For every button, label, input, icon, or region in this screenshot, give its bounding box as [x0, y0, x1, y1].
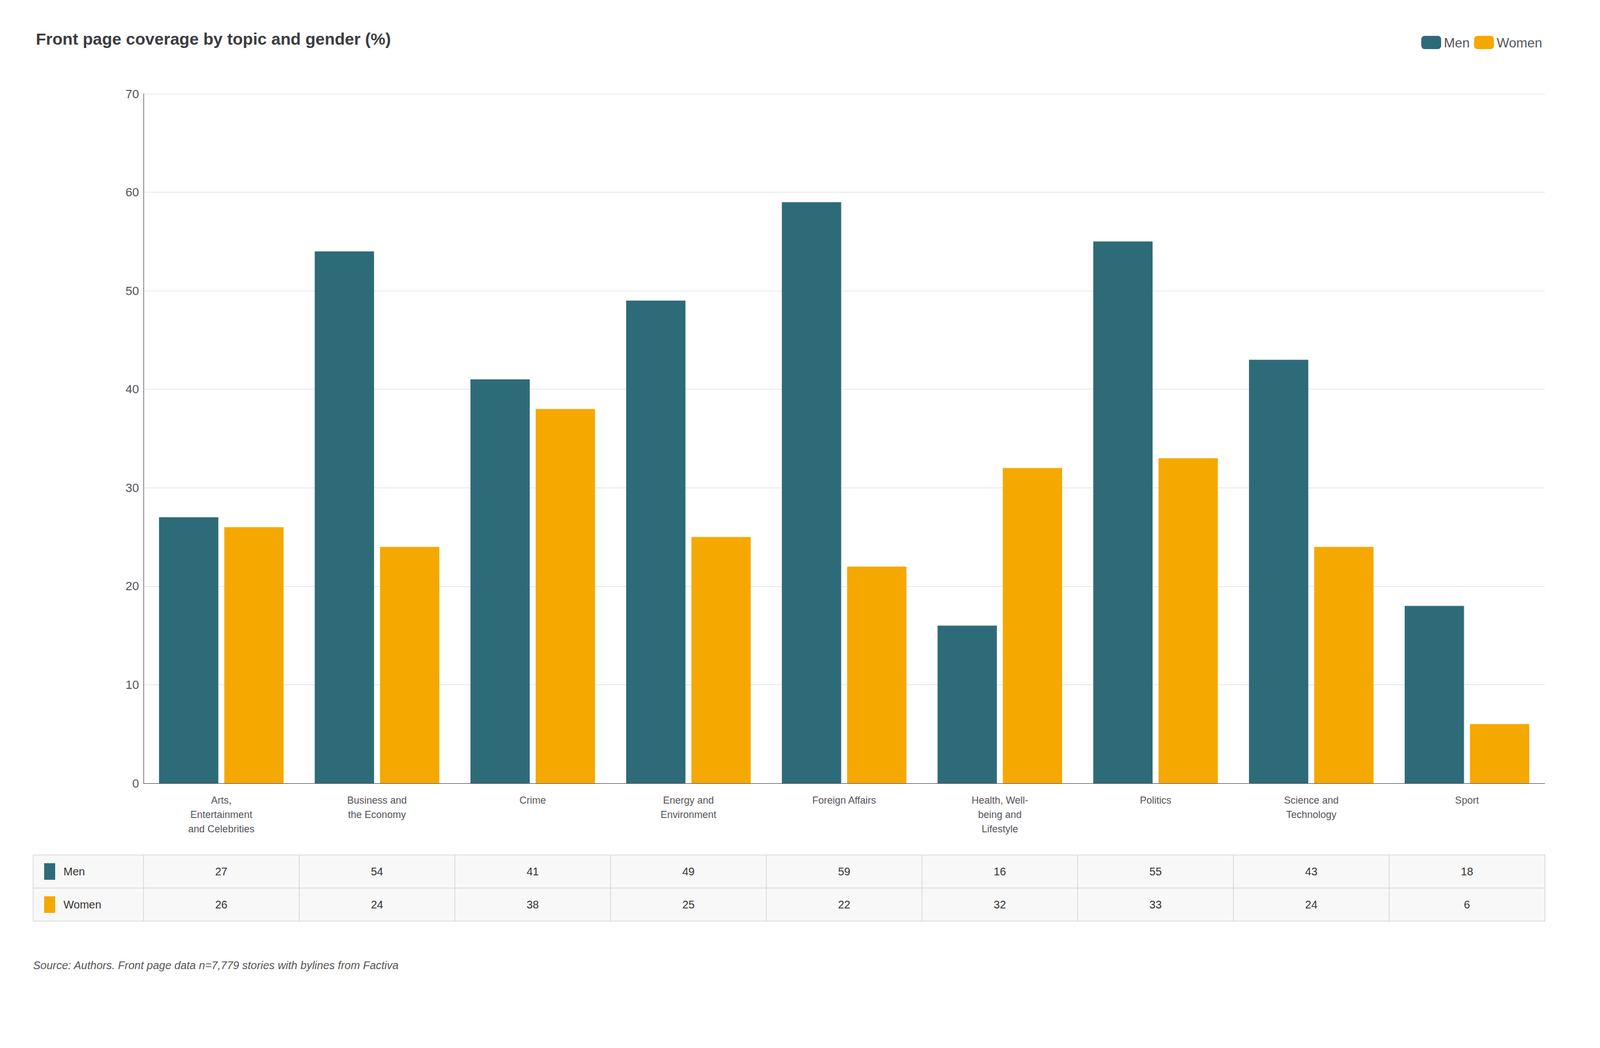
svg-text:16: 16 — [993, 865, 1006, 878]
svg-text:Energy and: Energy and — [663, 795, 714, 807]
svg-text:the Economy: the Economy — [348, 809, 407, 821]
svg-text:41: 41 — [526, 865, 539, 878]
svg-text:Technology: Technology — [1286, 809, 1337, 821]
svg-text:40: 40 — [125, 382, 140, 397]
svg-text:Sport: Sport — [1454, 795, 1479, 807]
svg-text:38: 38 — [526, 898, 539, 911]
svg-text:and Celebrities: and Celebrities — [188, 823, 255, 835]
svg-text:59: 59 — [838, 865, 851, 878]
svg-text:Women: Women — [63, 898, 102, 911]
svg-text:49: 49 — [682, 865, 695, 878]
svg-text:Men: Men — [1443, 35, 1470, 51]
svg-text:70: 70 — [125, 87, 140, 101]
svg-text:Environment: Environment — [660, 809, 717, 821]
svg-text:26: 26 — [215, 898, 228, 911]
svg-text:Source: Authors. Front page da: Source: Authors. Front page data n=7,779… — [33, 959, 399, 972]
svg-text:Crime: Crime — [519, 795, 547, 807]
svg-text:60: 60 — [125, 185, 140, 200]
svg-text:32: 32 — [993, 898, 1006, 911]
svg-text:24: 24 — [370, 898, 383, 911]
svg-text:Front page coverage by topic a: Front page coverage by topic and gender … — [35, 29, 391, 48]
svg-text:Entertainment: Entertainment — [190, 809, 253, 821]
svg-text:Politics: Politics — [1139, 795, 1172, 807]
svg-text:Men: Men — [63, 865, 85, 878]
svg-text:25: 25 — [682, 898, 695, 911]
svg-text:Health, Well-: Health, Well- — [971, 795, 1029, 807]
svg-text:54: 54 — [370, 865, 383, 878]
svg-text:Science and: Science and — [1283, 795, 1339, 807]
svg-text:43: 43 — [1305, 865, 1318, 878]
svg-text:24: 24 — [1305, 898, 1318, 911]
svg-text:50: 50 — [125, 284, 140, 298]
svg-text:0: 0 — [132, 776, 140, 791]
svg-text:27: 27 — [215, 865, 228, 878]
svg-text:Lifestyle: Lifestyle — [981, 823, 1018, 835]
svg-text:18: 18 — [1460, 865, 1474, 878]
svg-text:30: 30 — [125, 481, 140, 495]
svg-text:being and: being and — [978, 809, 1022, 821]
svg-text:22: 22 — [838, 898, 851, 911]
svg-text:10: 10 — [125, 678, 140, 692]
svg-text:Foreign Affairs: Foreign Affairs — [812, 795, 877, 807]
svg-text:Business and: Business and — [347, 795, 407, 807]
svg-text:20: 20 — [125, 579, 140, 594]
svg-text:Women: Women — [1496, 35, 1543, 51]
svg-text:33: 33 — [1149, 898, 1162, 911]
svg-text:55: 55 — [1149, 865, 1162, 878]
svg-text:Arts,: Arts, — [211, 795, 232, 807]
svg-text:6: 6 — [1463, 898, 1470, 911]
